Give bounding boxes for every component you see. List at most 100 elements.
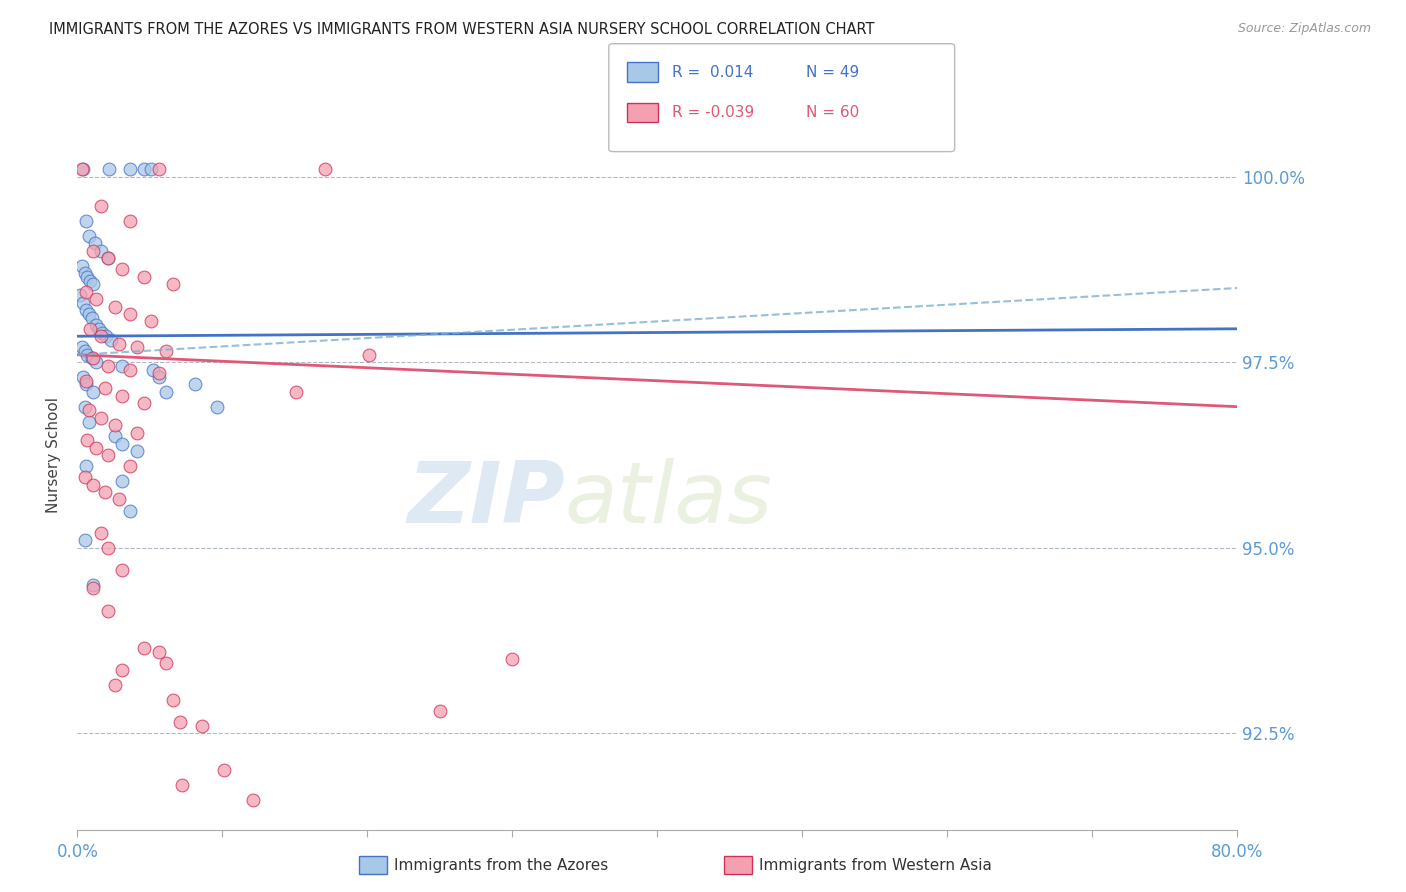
Point bbox=[97, 252, 120, 266]
Point bbox=[75, 303, 97, 318]
Point bbox=[97, 448, 120, 462]
Point bbox=[73, 400, 96, 414]
Point bbox=[132, 269, 155, 284]
Point bbox=[132, 162, 155, 177]
Point bbox=[118, 162, 141, 177]
Point bbox=[75, 377, 97, 392]
Point bbox=[84, 441, 107, 455]
Point bbox=[82, 244, 104, 258]
Point bbox=[162, 277, 184, 292]
Point bbox=[155, 656, 177, 670]
Point bbox=[104, 429, 127, 443]
Point bbox=[132, 396, 155, 410]
Text: 80.0%: 80.0% bbox=[1211, 843, 1264, 861]
Point bbox=[80, 351, 103, 366]
Point bbox=[70, 162, 93, 177]
Point bbox=[70, 259, 93, 273]
Point bbox=[91, 326, 114, 340]
Point bbox=[90, 410, 111, 425]
Point bbox=[118, 307, 141, 321]
Point bbox=[97, 541, 120, 555]
Point bbox=[79, 274, 101, 288]
Point bbox=[69, 288, 91, 302]
Point bbox=[104, 300, 127, 314]
Point bbox=[90, 199, 111, 213]
Point bbox=[84, 292, 107, 306]
Point bbox=[97, 359, 120, 373]
Point bbox=[75, 214, 97, 228]
Point bbox=[72, 162, 94, 177]
Point bbox=[111, 359, 134, 373]
Point bbox=[90, 329, 111, 343]
Y-axis label: Nursery School: Nursery School bbox=[46, 397, 62, 513]
Point bbox=[108, 492, 131, 507]
Text: Immigrants from the Azores: Immigrants from the Azores bbox=[394, 858, 607, 872]
Text: R =  0.014: R = 0.014 bbox=[672, 65, 754, 79]
Point bbox=[82, 477, 104, 491]
Point bbox=[79, 322, 101, 336]
Point bbox=[97, 252, 120, 266]
Point bbox=[73, 344, 96, 359]
Point bbox=[118, 503, 141, 517]
Text: ZIP: ZIP bbox=[406, 458, 565, 541]
Point bbox=[111, 437, 134, 451]
Point bbox=[142, 362, 165, 376]
Point bbox=[111, 388, 134, 402]
Point bbox=[77, 307, 100, 321]
Point bbox=[97, 604, 120, 618]
Point bbox=[155, 344, 177, 359]
Point bbox=[75, 285, 97, 299]
Text: N = 49: N = 49 bbox=[806, 65, 859, 79]
Point bbox=[118, 362, 141, 376]
Point bbox=[108, 336, 131, 351]
Point bbox=[212, 763, 235, 777]
Point bbox=[429, 704, 451, 718]
Point bbox=[73, 266, 96, 280]
Point bbox=[94, 381, 117, 395]
Point bbox=[148, 367, 170, 381]
Text: R = -0.039: R = -0.039 bbox=[672, 105, 754, 120]
Point bbox=[87, 322, 110, 336]
Point bbox=[70, 340, 93, 354]
Point bbox=[73, 533, 96, 548]
Text: IMMIGRANTS FROM THE AZORES VS IMMIGRANTS FROM WESTERN ASIA NURSERY SCHOOL CORREL: IMMIGRANTS FROM THE AZORES VS IMMIGRANTS… bbox=[49, 22, 875, 37]
Point bbox=[148, 644, 170, 658]
Point bbox=[111, 474, 134, 488]
Point bbox=[141, 162, 163, 177]
Point bbox=[118, 214, 141, 228]
Point bbox=[75, 458, 97, 473]
Point bbox=[82, 578, 104, 592]
Point bbox=[125, 425, 148, 440]
Point bbox=[191, 719, 214, 733]
Point bbox=[100, 333, 122, 347]
Point bbox=[76, 348, 98, 362]
Point bbox=[77, 415, 100, 429]
Point bbox=[76, 433, 98, 447]
Point bbox=[125, 444, 148, 458]
Point bbox=[132, 640, 155, 655]
Text: atlas: atlas bbox=[565, 458, 772, 541]
Point bbox=[94, 485, 117, 500]
Point bbox=[82, 582, 104, 596]
Point bbox=[148, 370, 170, 384]
Point bbox=[242, 793, 264, 807]
Point bbox=[82, 351, 104, 366]
Point bbox=[125, 340, 148, 354]
Point bbox=[96, 329, 118, 343]
Point bbox=[118, 458, 141, 473]
Point bbox=[90, 525, 111, 540]
Point bbox=[141, 314, 163, 328]
Point bbox=[357, 348, 380, 362]
Point bbox=[80, 310, 103, 325]
Point bbox=[83, 236, 105, 251]
Point bbox=[155, 384, 177, 399]
Point bbox=[84, 355, 107, 369]
Point bbox=[77, 403, 100, 417]
Point bbox=[98, 162, 121, 177]
Point bbox=[162, 692, 184, 706]
Point bbox=[111, 663, 134, 677]
Point bbox=[111, 563, 134, 577]
Text: N = 60: N = 60 bbox=[806, 105, 859, 120]
Point bbox=[501, 652, 523, 666]
Point bbox=[285, 384, 308, 399]
